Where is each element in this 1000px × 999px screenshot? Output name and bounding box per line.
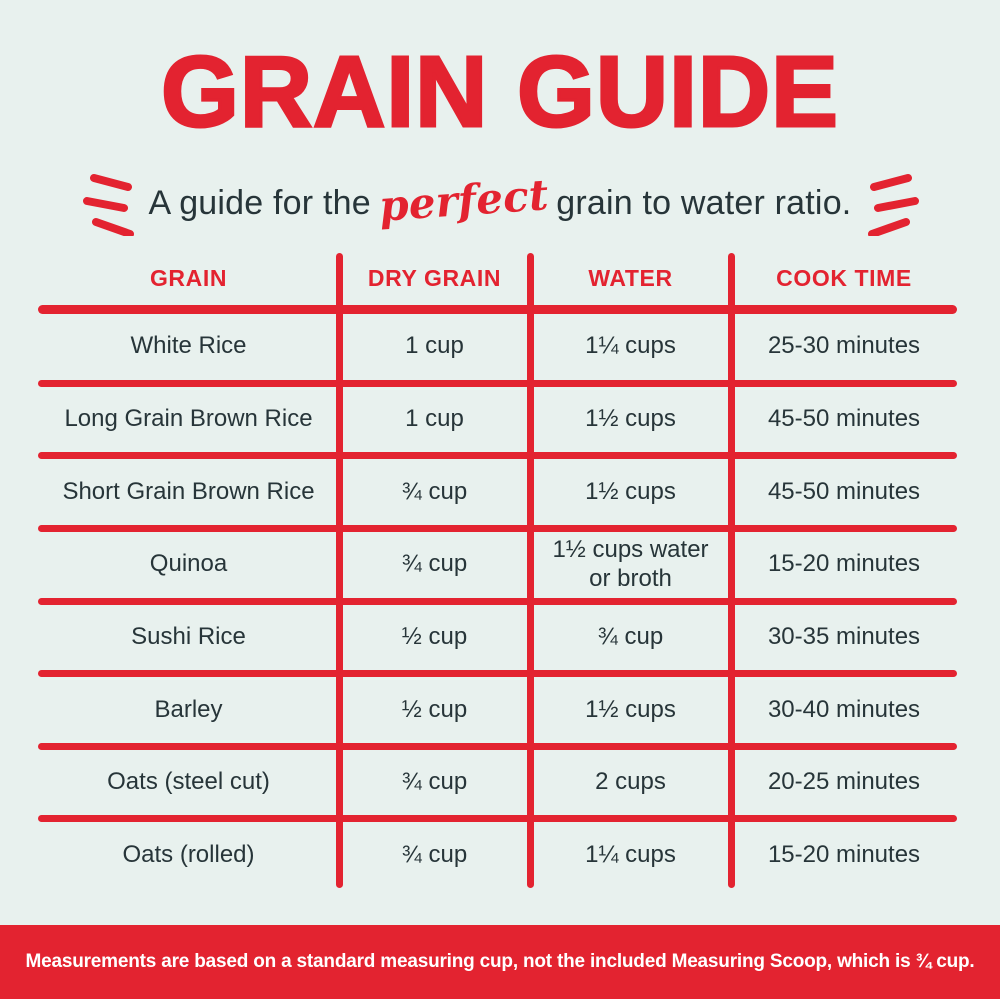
- column-header-cook-time: COOK TIME: [776, 265, 912, 292]
- grid-line-horizontal: [38, 597, 957, 605]
- table-body: White Rice 1 cup 1¼ cups 25-30 minutes Long …: [38, 305, 957, 888]
- emphasis-burst-left-icon: [83, 174, 134, 236]
- grid-line-horizontal: [38, 742, 957, 750]
- cell-water: 1¼ cups: [585, 332, 676, 360]
- cell-cook-time: 15-20 minutes: [767, 840, 921, 868]
- footnote-bar: Measurements are based on a standard mea…: [0, 925, 1000, 999]
- table-row: Oats (steel cut) ¾ cup 2 cups 20-25 minutes: [38, 750, 957, 816]
- column-header-water: WATER: [588, 265, 673, 292]
- grid-line-horizontal: [38, 815, 957, 823]
- cell-water: 1½ cups water or broth: [552, 535, 709, 592]
- cell-water: 2 cups: [595, 768, 666, 796]
- cell-water: 1¼ cups: [585, 840, 676, 868]
- cell-grain: Barley: [154, 695, 223, 723]
- cell-grain: Short Grain Brown Rice: [62, 477, 315, 505]
- cell-water: 1½ cups: [585, 695, 676, 723]
- cell-grain: White Rice: [130, 332, 247, 360]
- table-row: Short Grain Brown Rice ¾ cup 1½ cups 45-50 …: [38, 459, 957, 525]
- cell-grain: Quinoa: [149, 550, 228, 578]
- cell-water: ¾ cup: [597, 622, 664, 650]
- subtitle-row: A guide for the perfect grain to water rat…: [0, 160, 1000, 238]
- cell-dry-grain: ¾ cup: [401, 550, 468, 578]
- column-header-grain: GRAIN: [149, 265, 228, 292]
- grid-line-horizontal: [38, 670, 957, 678]
- table-row: Sushi Rice ½ cup ¾ cup 30-35 minutes: [38, 605, 957, 671]
- grid-line-vertical: [728, 253, 735, 888]
- cell-water: 1½ cups: [585, 405, 676, 433]
- cell-cook-time: 20-25 minutes: [767, 768, 921, 796]
- grid-line-horizontal: [38, 305, 957, 314]
- cell-grain: Long Grain Brown Rice: [64, 405, 313, 433]
- cell-grain: Oats (steel cut): [107, 768, 270, 796]
- table-row: Quinoa ¾ cup 1½ cups water or broth 15-20 m…: [38, 532, 957, 598]
- cell-dry-grain: ¾ cup: [401, 840, 468, 868]
- subtitle-accent-word: perfect: [377, 169, 550, 231]
- cell-cook-time: 45-50 minutes: [767, 477, 921, 505]
- table-header-row: GRAIN DRY GRAIN WATER COOK TIME: [38, 253, 957, 305]
- cell-grain: Sushi Rice: [131, 622, 246, 650]
- grid-line-horizontal: [38, 379, 957, 387]
- grid-line-horizontal: [38, 452, 957, 460]
- cell-dry-grain: 1 cup: [405, 405, 464, 433]
- cell-dry-grain: 1 cup: [405, 332, 464, 360]
- cell-dry-grain: ¾ cup: [401, 768, 468, 796]
- subtitle-suffix: grain to water ratio.: [556, 183, 852, 222]
- subtitle-prefix: A guide for the: [148, 183, 371, 222]
- cell-cook-time: 30-40 minutes: [767, 695, 921, 723]
- table-row: Barley ½ cup 1½ cups 30-40 minutes: [38, 677, 957, 743]
- table-row: White Rice 1 cup 1¼ cups 25-30 minutes: [38, 314, 957, 380]
- cell-dry-grain: ¾ cup: [401, 477, 468, 505]
- cell-cook-time: 15-20 minutes: [767, 550, 921, 578]
- grid-line-horizontal: [38, 524, 957, 532]
- cell-dry-grain: ½ cup: [401, 622, 468, 650]
- table-row: Oats (rolled) ¾ cup 1¼ cups 15-20 minutes: [38, 822, 957, 888]
- cell-cook-time: 25-30 minutes: [767, 332, 921, 360]
- cell-water: 1½ cups: [585, 477, 676, 505]
- grid-line-vertical: [336, 253, 343, 888]
- page-title: GRAIN GUIDE: [160, 36, 840, 148]
- grain-table: GRAIN DRY GRAIN WATER COOK TIME White Ri…: [38, 253, 957, 888]
- grid-line-vertical: [527, 253, 534, 888]
- column-header-dry-grain: DRY GRAIN: [367, 265, 502, 292]
- cell-grain: Oats (rolled): [122, 840, 255, 868]
- emphasis-burst-right-icon: [868, 174, 919, 236]
- cell-cook-time: 30-35 minutes: [767, 622, 921, 650]
- subtitle: A guide for the perfect grain to water rat…: [148, 170, 852, 231]
- table-row: Long Grain Brown Rice 1 cup 1½ cups 45-50 m…: [38, 387, 957, 453]
- cell-cook-time: 45-50 minutes: [767, 405, 921, 433]
- cell-dry-grain: ½ cup: [401, 695, 468, 723]
- footnote-text: Measurements are based on a standard mea…: [25, 951, 975, 972]
